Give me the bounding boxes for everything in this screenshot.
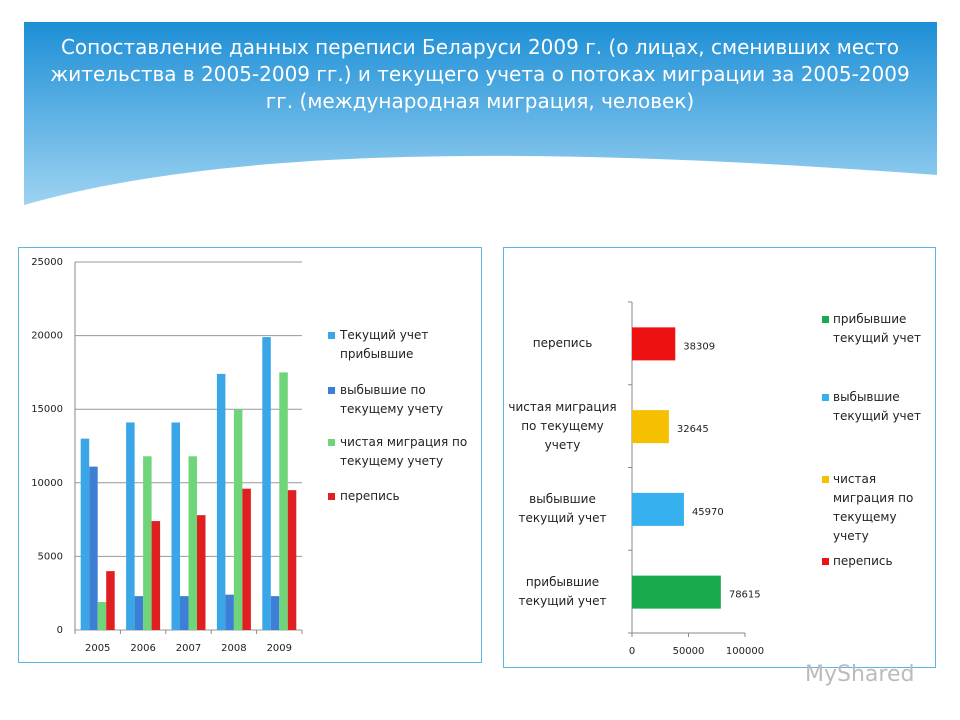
legend-label: выбывшие текущий учет [833,390,922,423]
legend-swatch [328,332,335,339]
bar [134,596,144,630]
bar [89,466,98,630]
legend-label: чистая миграция по текущему учету [833,472,914,543]
y-tick-label: перепись [532,335,593,350]
data-label: 78615 [729,590,761,601]
bar [632,492,684,526]
legend-swatch [822,558,829,565]
x-tick-label: 50000 [673,646,705,657]
watermark: MyShared [805,662,915,687]
bar [216,373,226,630]
bar [225,594,234,630]
x-tick-label: 0 [629,646,635,657]
bar [632,410,669,444]
x-tick-label: 2005 [85,643,110,654]
bar [180,596,189,630]
bar [632,327,676,361]
legend-swatch [822,316,829,323]
legend-label: Текущий учет прибывшие [340,328,429,361]
legend-swatch [328,493,335,500]
bar [171,422,180,630]
legend-label: прибывшие текущий учет [833,312,922,345]
y-tick-label: 0 [57,625,63,636]
legend-swatch [822,476,829,483]
bar [80,438,90,630]
legend-label: выбывшие по текущему учету [340,383,444,416]
bar [287,490,297,630]
x-tick-label: 100000 [726,646,764,657]
legend-label: чистая миграция по текущему учету [340,435,468,468]
bar [106,571,115,630]
bar [242,488,251,630]
bar [188,456,197,630]
bar [279,372,288,630]
x-tick-label: 2008 [221,643,246,654]
legend-label: перепись [340,489,400,503]
legend-swatch [822,394,829,401]
bar [270,596,280,630]
banner [24,22,938,270]
legend-swatch [328,387,335,394]
data-label: 32645 [677,424,709,435]
y-tick-label: 15000 [31,404,63,415]
y-tick-label: 10000 [31,478,63,489]
slide-title: Сопоставление данных переписи Беларуси 2… [50,35,910,113]
bar [197,515,206,630]
legend-swatch [328,439,335,446]
bar [143,456,152,630]
y-tick-label: выбывшие текущий учет [518,491,607,525]
y-tick-label: 20000 [31,331,63,342]
y-tick-label: 5000 [38,551,63,562]
bar [97,602,107,630]
x-tick-label: 2006 [130,643,155,654]
x-tick-label: 2007 [176,643,201,654]
bar [233,409,243,630]
data-label: 45970 [692,507,724,518]
bar [632,575,721,609]
bar [126,422,135,630]
bar [262,337,271,630]
legend-label: перепись [833,554,893,568]
y-tick-label: чистая миграция по текущему учету [508,399,617,452]
bar [151,521,161,630]
data-label: 38309 [683,341,715,352]
y-tick-label: прибывшие текущий учет [518,574,607,608]
x-tick-label: 2009 [267,643,292,654]
y-tick-label: 25000 [31,257,63,268]
